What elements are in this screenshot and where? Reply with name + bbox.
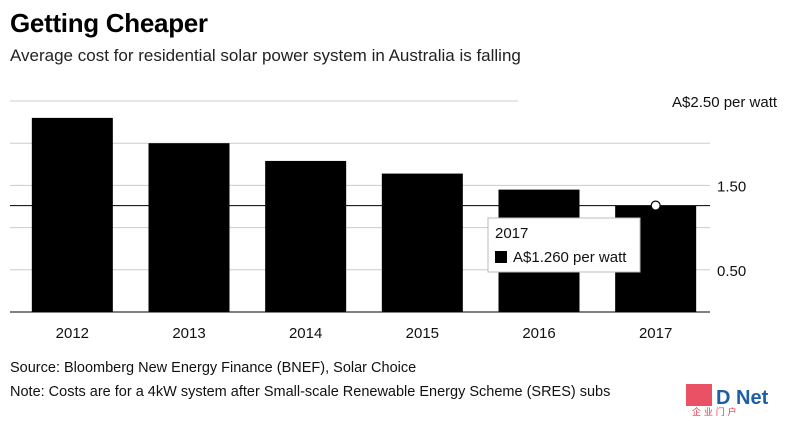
watermark-subtext: 企 业 门 户 [692, 406, 737, 416]
x-tick-label: 2014 [289, 325, 322, 342]
bar [381, 173, 463, 312]
x-tick-label: 2015 [406, 325, 439, 342]
watermark-logo: D Net 企 业 门 户 [646, 382, 796, 418]
watermark-text: D Net [716, 387, 769, 409]
source-note: Source: Bloomberg New Energy Finance (BN… [10, 360, 417, 376]
tooltip-title: 2017 [495, 225, 528, 242]
bar [148, 143, 230, 312]
y-tick-label: 0.50 [717, 263, 746, 280]
x-tick-label: 2016 [522, 325, 555, 342]
tooltip-box [487, 217, 641, 273]
y-tick-label: A$2.50 per watt [672, 94, 778, 111]
x-tick-label: 2017 [639, 325, 672, 342]
hover-dot [650, 200, 661, 211]
x-tick-label: 2013 [172, 325, 205, 342]
bar [265, 160, 347, 312]
tooltip-swatch [495, 251, 507, 263]
y-tick-label: 1.50 [717, 178, 746, 195]
tooltip-value: A$1.260 per watt [513, 249, 627, 266]
footnote: Note: Costs are for a 4kW system after S… [10, 384, 611, 400]
bar [31, 117, 113, 312]
x-tick-label: 2012 [56, 325, 89, 342]
chart-subtitle: Average cost for residential solar power… [10, 46, 521, 65]
chart-title: Getting Cheaper [10, 8, 208, 38]
